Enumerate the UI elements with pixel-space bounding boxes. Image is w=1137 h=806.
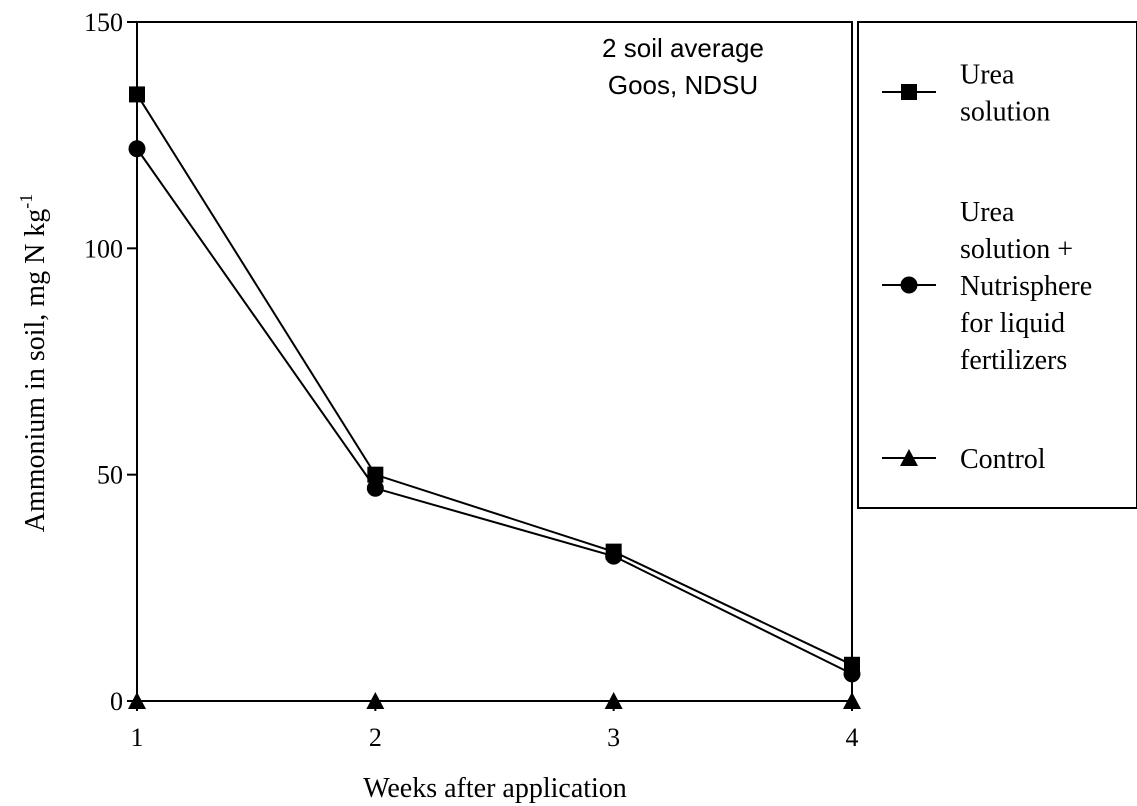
- legend-marker-square: [901, 84, 917, 100]
- series-circle: [128, 140, 861, 683]
- x-tick-label: 2: [369, 723, 382, 752]
- x-tick-label: 3: [607, 723, 620, 752]
- data-point-triangle: [604, 692, 623, 709]
- legend-entry: Control: [882, 444, 1046, 475]
- legend-label: Urea: [960, 60, 1015, 91]
- x-axis-label: Weeks after application: [363, 773, 627, 804]
- legend-entry: Urea solution: [882, 60, 1050, 128]
- x-tick-label: 1: [131, 723, 144, 752]
- legend-box: [857, 21, 1137, 509]
- data-point-square: [367, 466, 384, 483]
- y-tick-label: 150: [84, 8, 123, 37]
- series-triangle: [128, 692, 861, 709]
- data-point-square: [129, 86, 145, 103]
- x-axis-ticks: 1 2 3 4: [131, 701, 859, 752]
- data-point-circle: [843, 665, 861, 683]
- data-point-circle: [366, 479, 384, 497]
- plot-frame: [136, 21, 853, 702]
- legend-entry: Urea solution + Nutrisphere for liquid ferti…: [882, 197, 1092, 376]
- legend-marker-triangle: [900, 449, 918, 466]
- series-line: [136, 93, 853, 666]
- legend-label: Nutrisphere: [960, 271, 1092, 302]
- legend: Urea solution Urea solution + Nutrisphere for…: [882, 60, 1092, 475]
- y-tick-label: 100: [84, 234, 123, 263]
- data-point-triangle: [843, 692, 861, 709]
- legend-label: Control: [960, 444, 1046, 475]
- legend-label: for liquid: [960, 308, 1065, 339]
- y-tick-label: 50: [97, 461, 123, 490]
- legend-label: fertilizers: [960, 345, 1067, 376]
- y-axis-ticks: 0 50 100 150: [84, 8, 137, 716]
- legend-label: solution +: [960, 234, 1073, 265]
- series-layer: [128, 86, 861, 709]
- legend-marker-circle: [900, 276, 918, 294]
- y-tick-label: 0: [110, 687, 123, 716]
- series-square: [129, 86, 860, 673]
- y-axis-label-superscript: -1: [16, 194, 36, 209]
- annotation-line-1: 2 soil average: [602, 33, 764, 63]
- data-point-triangle: [128, 692, 146, 709]
- data-point-triangle: [366, 692, 385, 709]
- y-axis-label-main: Ammonium in soil, mg N kg: [20, 209, 51, 533]
- series-line: [136, 148, 853, 675]
- data-point-circle: [128, 140, 146, 158]
- x-tick-label: 4: [846, 723, 859, 752]
- annotation-line-2: Goos, NDSU: [608, 70, 758, 100]
- data-point-circle: [605, 547, 623, 565]
- legend-label: Urea: [960, 197, 1015, 228]
- legend-label: solution: [960, 97, 1050, 128]
- y-axis-label: Ammonium in soil, mg N kg-1: [16, 194, 51, 533]
